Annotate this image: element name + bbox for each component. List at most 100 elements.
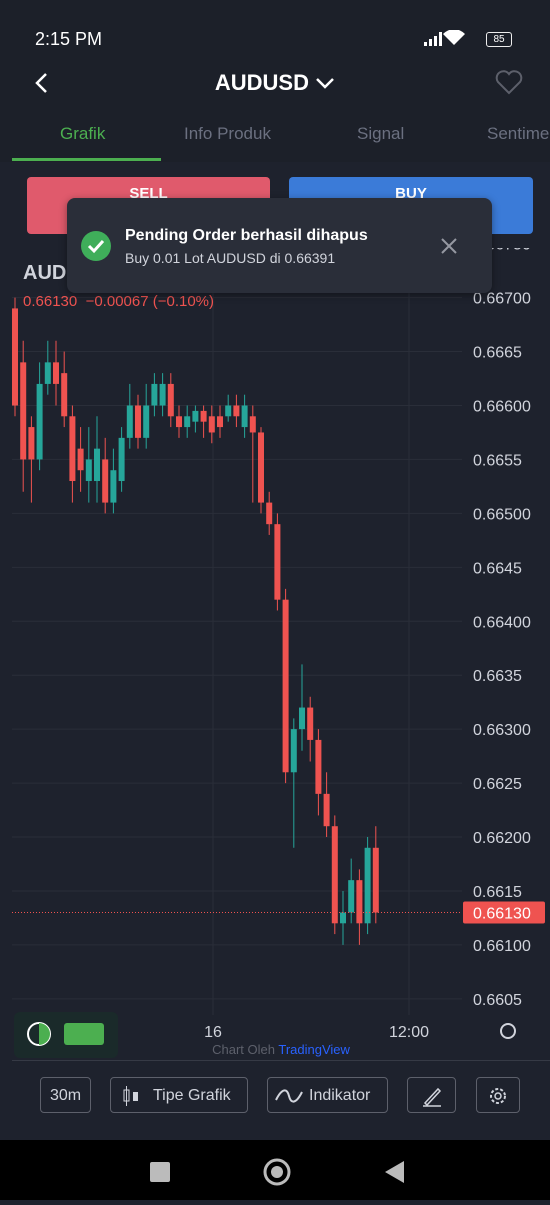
y-tick-label: 0.66500 [473,506,531,523]
y-tick-label: 0.6665 [473,345,522,362]
candle-icon [123,1086,138,1106]
toast: Pending Order berhasil dihapus Buy 0.01 … [67,198,492,293]
back-button[interactable] [34,72,50,94]
quote-line: 0.66130 −0.00067 (−0.10%) [23,293,214,310]
battery: 85 [486,32,512,47]
x-tick-label: 12:00 [389,1024,429,1041]
y-tick-label: 0.66100 [473,938,531,955]
candle-body [307,707,314,740]
toolbar: 30m Tipe Grafik Indikator [12,1060,550,1141]
candle-body [299,707,305,730]
clock: 2:15 PM [35,29,103,49]
indicator-button[interactable]: Indikator [267,1077,388,1113]
nav-bar [0,1140,550,1200]
tab[interactable]: Info Produk [184,124,271,143]
change-percent: (−0.10%) [152,293,215,310]
candle-body [192,410,199,422]
gear-icon [490,1088,506,1104]
tab-indicator [12,158,161,161]
chart-type-button[interactable]: Tipe Grafik [110,1077,248,1113]
tab[interactable]: Grafik [60,124,106,143]
change: −0.00067 [85,293,149,310]
toast-title: Pending Order berhasil dihapus [125,227,368,244]
candle-body [340,912,346,924]
candle-body [167,383,174,417]
y-tick-label: 0.6625 [473,776,522,793]
pen-icon [423,1087,442,1107]
signal-icons [424,30,465,46]
attribution-link: TradingView [278,1042,350,1057]
candle-body [126,405,133,438]
candle-body [290,729,297,773]
y-tick-label: 0.6645 [473,560,522,577]
candle-body [225,405,232,417]
candle-body [44,362,51,384]
y-tick-label: 0.66700 [473,291,531,308]
chart-mode-icons[interactable] [14,1012,118,1058]
candle-body [258,432,264,503]
candle-body [241,405,248,428]
candle-body [135,405,141,438]
indicator-icon [275,1089,303,1103]
candle-body [110,470,117,503]
symbol-title[interactable]: AUDUSD [0,70,550,96]
candle-body [364,847,371,924]
candle-body [77,448,84,471]
candle-body [151,383,158,406]
y-tick-label: 0.66200 [473,830,531,847]
favorite-button[interactable] [494,68,524,96]
recents-button[interactable] [150,1162,170,1182]
drawing-button[interactable] [407,1077,456,1113]
close-button[interactable] [440,237,458,255]
chart-type-label: Tipe Grafik [153,1087,231,1104]
candle-body [331,826,338,924]
y-tick-label: 0.6605 [473,992,522,1009]
candle-body [102,459,109,503]
candle-body [208,416,215,433]
settings-icon-ring [500,1023,516,1039]
candle-body [159,383,166,406]
y-tick-label: 0.66300 [473,722,531,739]
y-tick-label: 0.6635 [473,668,522,685]
candle-body [249,416,256,433]
candle-body [28,427,35,460]
success-icon [81,231,111,261]
candle-body [356,880,363,924]
candle-body [266,502,273,525]
y-tick-label: 0.66400 [473,614,531,631]
y-tick-label: 0.6615 [473,884,522,901]
toast-message: Buy 0.01 Lot AUDUSD di 0.66391 [125,250,336,266]
candle-body [61,373,68,417]
candle-body [274,524,281,600]
home-button[interactable] [263,1158,291,1186]
candle-body [233,405,240,417]
candle-body [176,416,182,428]
tab[interactable]: Signal [357,124,405,143]
interval-button[interactable]: 30m [40,1077,91,1113]
y-tick-label: 0.66750 [473,248,531,254]
status-bar: 2:15 PM 85 [0,0,550,62]
y-tick-label: 0.66600 [473,398,531,415]
candle-body [12,308,18,406]
candle-body [282,599,289,773]
back-nav-button[interactable] [385,1161,404,1183]
candle-body [85,459,92,482]
header: AUDUSD Grafik Info Produk Signal Sentime… [0,62,550,162]
home-dot [271,1166,283,1178]
nav-buttons [150,1158,404,1186]
x-tick-label: 16 [204,1024,222,1041]
candle-body [53,362,59,384]
attribution-prefix: Chart Oleh [212,1042,275,1057]
y-tick-label: 0.6655 [473,452,522,469]
candle-body [200,410,207,422]
candle-body [143,405,150,438]
price-chart: 16 12:00 0.66750 0.66700 0.6665 0.66600 0.6655… [12,248,545,1057]
settings-button[interactable] [476,1077,520,1113]
attribution: Chart Oleh TradingView [212,1042,350,1057]
tab[interactable]: Sentimen [487,124,550,143]
indicator-label: Indikator [309,1087,371,1104]
symbol: AUDUSD [214,70,309,95]
candle-body [348,880,355,913]
candle-body [372,847,379,913]
